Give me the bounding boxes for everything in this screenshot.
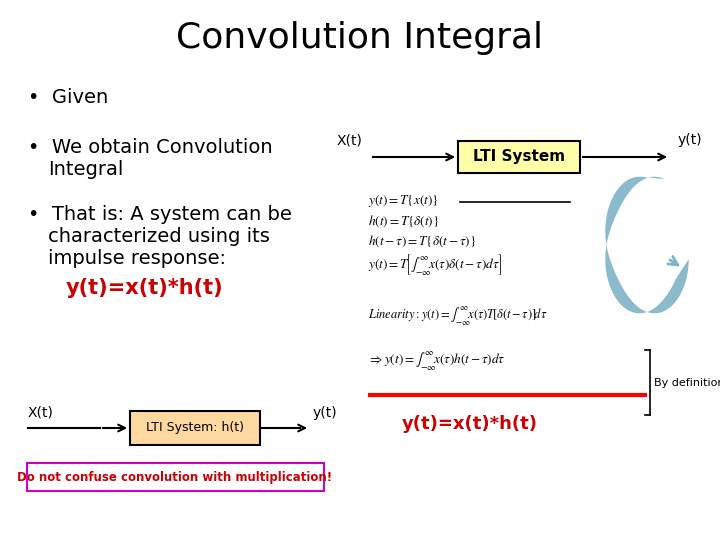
Text: X(t): X(t)	[28, 406, 54, 420]
Text: LTI System: h(t): LTI System: h(t)	[146, 422, 244, 435]
Text: $y(t) = T\!\left[\int_{-\infty}^{\infty}\! x(\tau)\delta(t-\tau)d\tau\right]$: $y(t) = T\!\left[\int_{-\infty}^{\infty}…	[368, 252, 503, 277]
FancyBboxPatch shape	[458, 141, 580, 173]
Text: y(t)=x(t)*h(t): y(t)=x(t)*h(t)	[402, 415, 538, 433]
Polygon shape	[606, 177, 689, 313]
Text: Integral: Integral	[48, 160, 123, 179]
Text: characterized using its: characterized using its	[48, 227, 270, 246]
Text: Convolution Integral: Convolution Integral	[176, 21, 544, 55]
Text: $\Rightarrow y(t) = \int_{-\infty}^{\infty}\! x(\tau)h(t-\tau)d\tau$: $\Rightarrow y(t) = \int_{-\infty}^{\inf…	[368, 350, 505, 373]
Text: impulse response:: impulse response:	[48, 249, 226, 268]
Text: y(t): y(t)	[313, 406, 338, 420]
Text: y(t)=x(t)*h(t): y(t)=x(t)*h(t)	[66, 278, 224, 298]
Text: $h(t-\tau) = T\{\delta(t-\tau)\}$: $h(t-\tau) = T\{\delta(t-\tau)\}$	[368, 233, 476, 248]
Text: $\mathit{Linearity}: y(t) = \int_{-\infty}^{\infty}\! x(\tau)T\!\left[\delta(t-\: $\mathit{Linearity}: y(t) = \int_{-\inft…	[368, 305, 547, 328]
FancyBboxPatch shape	[130, 411, 260, 445]
Text: •  We obtain Convolution: • We obtain Convolution	[28, 138, 273, 157]
Text: LTI System: LTI System	[473, 150, 565, 165]
FancyBboxPatch shape	[27, 463, 324, 491]
Text: •  Given: • Given	[28, 88, 108, 107]
Text: $y(t) = T\{x(t)\}$: $y(t) = T\{x(t)\}$	[368, 193, 438, 209]
Text: By definition: By definition	[654, 377, 720, 388]
Text: y(t): y(t)	[678, 133, 703, 147]
Text: •  That is: A system can be: • That is: A system can be	[28, 205, 292, 224]
Text: $h(t) = T\{\delta(t)\}$: $h(t) = T\{\delta(t)\}$	[368, 213, 439, 228]
Text: Do not confuse convolution with multiplication!: Do not confuse convolution with multipli…	[17, 470, 333, 483]
Text: X(t): X(t)	[336, 133, 362, 147]
